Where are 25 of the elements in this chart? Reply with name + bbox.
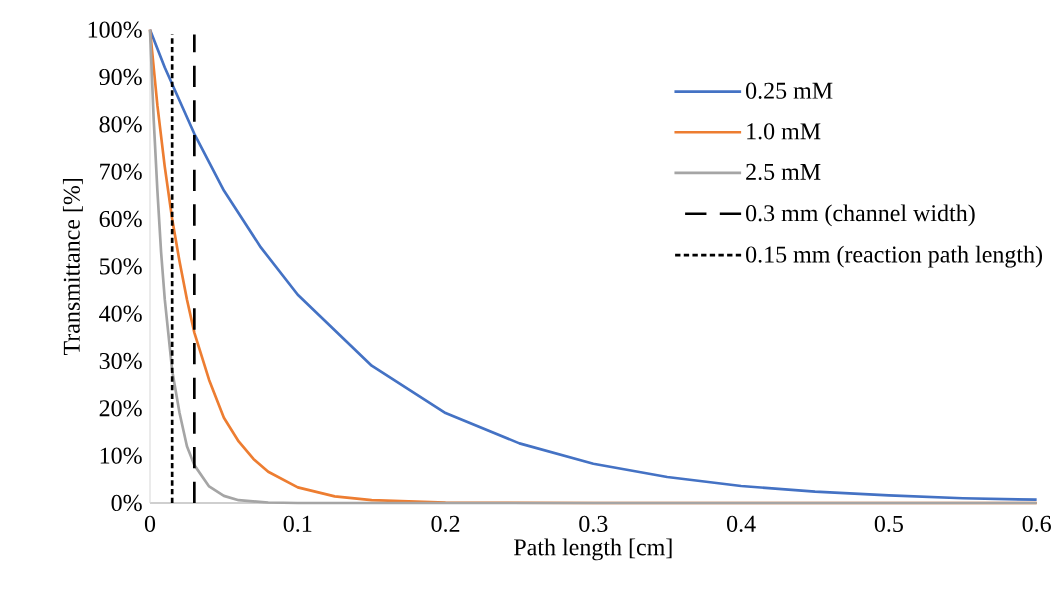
legend-label: 0.3 mm (channel width) — [746, 204, 975, 227]
y-tick-label: 70% — [100, 163, 142, 180]
y-tick-label: 40% — [99, 305, 142, 322]
legend-label: 0.25 mM — [746, 82, 833, 99]
legend-label: 0.15 mm (reaction path length) — [746, 245, 1042, 268]
y-tick-label: 30% — [99, 352, 142, 370]
y-tick-label: 0% — [111, 494, 142, 512]
y-tick-label: 80% — [99, 116, 142, 133]
x-tick-label: 0.6 — [1022, 515, 1051, 533]
y-axis-title: Transmittance [%] — [62, 178, 83, 356]
y-tick-label: 100% — [88, 21, 142, 38]
y-tick-label: 50% — [100, 258, 142, 275]
legend-label: 1.0 mM — [747, 123, 821, 140]
x-axis-title: Path length [cm] — [514, 538, 672, 561]
x-tick-label: 0.4 — [727, 515, 756, 533]
x-tick-label: 0.1 — [283, 515, 312, 533]
y-tick-label: 20% — [99, 400, 142, 417]
x-tick-label: 0 — [144, 515, 156, 532]
y-tick-label: 10% — [100, 447, 142, 464]
x-tick-label: 0.3 — [579, 515, 608, 533]
x-tick-label: 0.2 — [431, 515, 460, 533]
legend-label: 2.5 mM — [746, 163, 821, 181]
x-tick-label: 0.5 — [874, 515, 903, 533]
y-tick-label: 90% — [99, 68, 142, 86]
y-tick-label: 60% — [99, 210, 142, 228]
